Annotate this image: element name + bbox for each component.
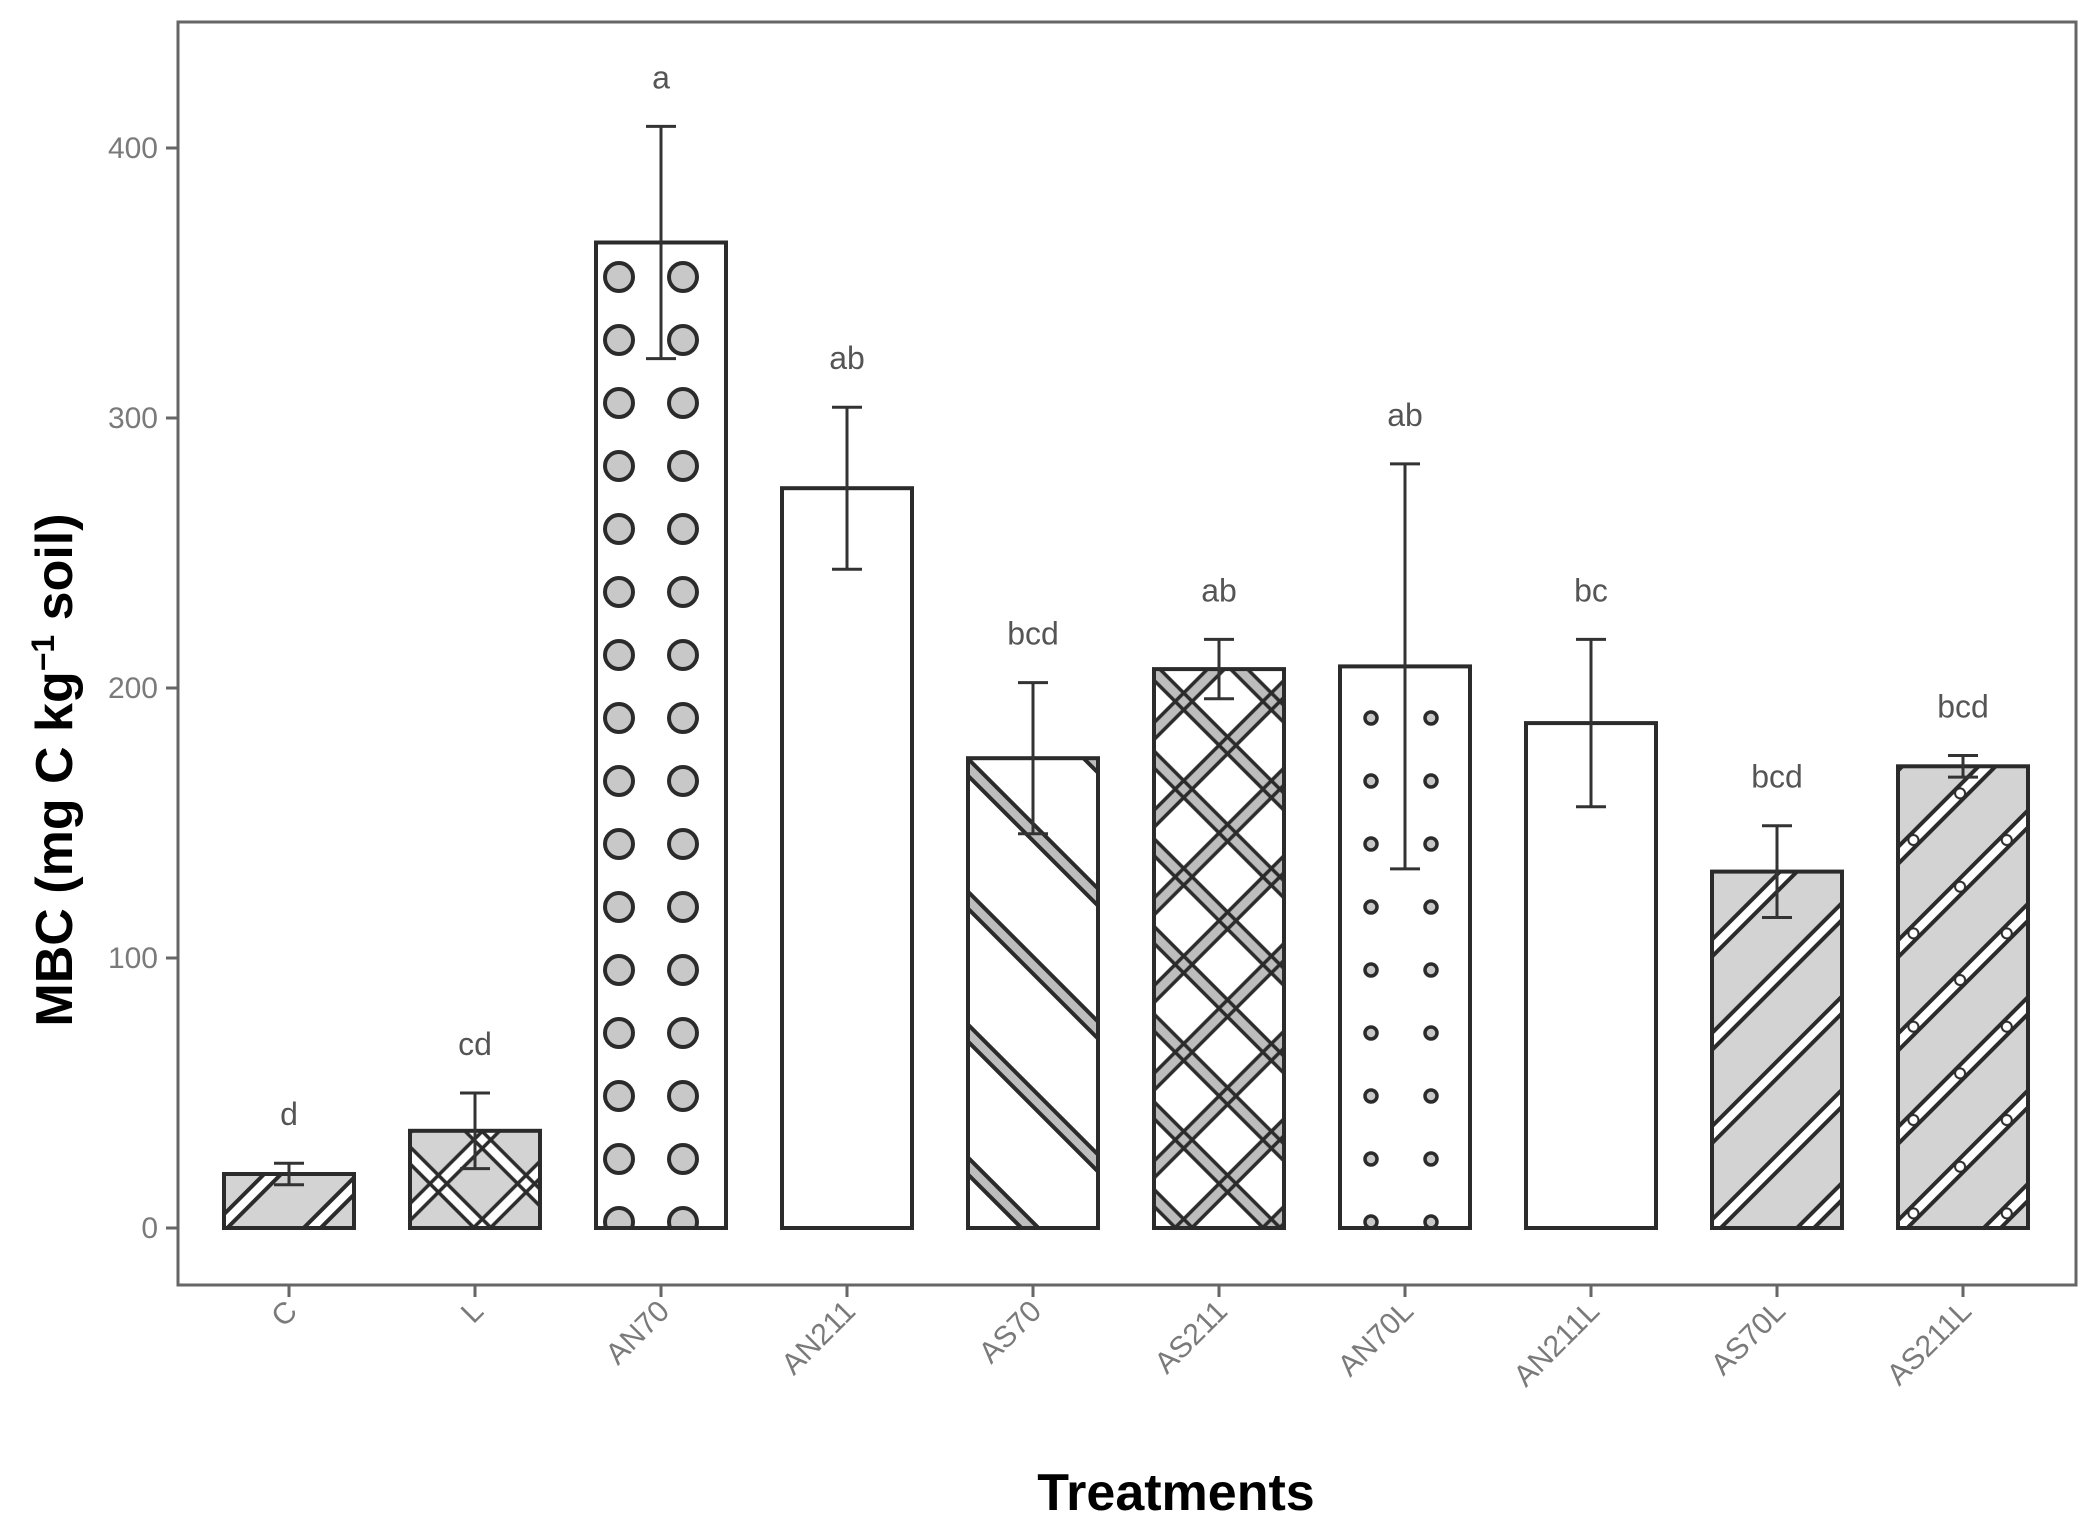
x-tick-label-c: C xyxy=(265,1295,304,1334)
bars xyxy=(222,240,2030,1231)
significance-labels: d cd a ab bcd ab ab bc bcd bcd xyxy=(280,59,1989,1132)
x-tick-label-as70l: AS70L xyxy=(1705,1295,1792,1382)
y-axis-title-tail: soil) xyxy=(26,513,84,634)
error-bar-as70 xyxy=(1018,681,1048,836)
error-bar-l xyxy=(460,1091,490,1171)
bar-an211 xyxy=(780,486,914,1230)
error-bar-an211 xyxy=(832,405,862,571)
x-tick-label-as211: AS211 xyxy=(1148,1295,1233,1380)
bar-as70 xyxy=(966,756,1100,1230)
significance-label-as70: bcd xyxy=(1007,616,1059,652)
significance-label-c: d xyxy=(280,1096,298,1132)
error-bars xyxy=(274,124,1978,1187)
error-bar-as70l xyxy=(1762,824,1792,919)
bar-as211 xyxy=(1152,667,1286,1230)
x-axis: C L AN70 AN211 AS70 AS211 AN70L AN211L AS70L AS21… xyxy=(265,1285,1978,1393)
x-tick-label-as70: AS70 xyxy=(973,1295,1048,1370)
x-tick-label-l: L xyxy=(455,1295,490,1330)
error-bar-as211 xyxy=(1204,637,1234,701)
y-tick-label: 400 xyxy=(108,132,158,165)
error-bar-as211l xyxy=(1948,754,1978,779)
bar-as70l xyxy=(1710,869,1844,1230)
significance-label-as211: ab xyxy=(1201,572,1237,608)
x-tick-label-as211l: AS211L xyxy=(1881,1295,1978,1392)
y-tick-label: 100 xyxy=(108,942,158,975)
y-axis: 0 100 200 300 400 xyxy=(108,132,178,1245)
error-bar-an70l xyxy=(1390,462,1420,871)
y-axis-title: MBC (mg C kg−1 soil) xyxy=(25,513,84,1026)
x-tick-label-an211l: AN211L xyxy=(1508,1295,1606,1393)
y-axis-title-superscript: −1 xyxy=(25,635,61,671)
y-tick-label: 300 xyxy=(108,402,158,435)
significance-label-an211: ab xyxy=(829,340,865,376)
bar-as211l xyxy=(1896,764,2030,1230)
significance-label-as211l: bcd xyxy=(1937,689,1989,725)
x-tick-label-an70l: AN70L xyxy=(1332,1295,1420,1383)
y-tick-label: 200 xyxy=(108,672,158,705)
error-bar-an70 xyxy=(646,124,676,361)
significance-label-an70l: ab xyxy=(1387,397,1423,433)
significance-label-an211l: bc xyxy=(1574,572,1608,608)
x-axis-title: Treatments xyxy=(1037,1464,1314,1522)
x-tick-label-an70: AN70 xyxy=(600,1295,676,1371)
significance-label-as70l: bcd xyxy=(1751,759,1803,795)
bar-an70 xyxy=(594,240,728,1230)
significance-label-l: cd xyxy=(458,1026,492,1062)
plot-frame xyxy=(176,20,2078,1287)
significance-label-an70: a xyxy=(652,59,670,95)
y-tick-label: 0 xyxy=(141,1212,158,1245)
y-axis-title-main: MBC (mg C kg xyxy=(26,671,84,1026)
error-bar-an211l xyxy=(1576,637,1606,809)
plot-border xyxy=(176,20,2078,1287)
error-bar-c xyxy=(274,1161,304,1187)
x-tick-label-an211: AN211 xyxy=(775,1295,862,1382)
